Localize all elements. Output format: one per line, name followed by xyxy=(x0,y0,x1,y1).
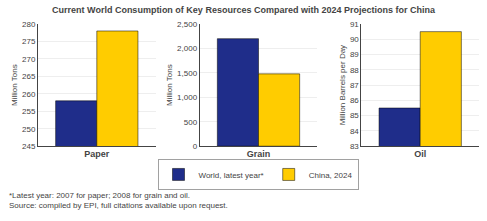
svg-text:265: 265 xyxy=(22,72,36,81)
svg-text:88: 88 xyxy=(350,66,359,75)
svg-text:2,500: 2,500 xyxy=(177,20,198,29)
svg-text:1,500: 1,500 xyxy=(177,69,198,78)
svg-text:87: 87 xyxy=(350,81,359,90)
svg-text:Oil: Oil xyxy=(414,149,426,159)
svg-text:90: 90 xyxy=(350,35,359,44)
svg-text:*Latest year: 2007 for paper;: *Latest year: 2007 for paper; 2008 for g… xyxy=(9,191,190,200)
svg-text:91: 91 xyxy=(350,20,359,29)
svg-text:84: 84 xyxy=(350,127,359,136)
svg-text:89: 89 xyxy=(350,50,359,59)
svg-text:Grain: Grain xyxy=(247,149,271,159)
svg-text:Million Barrels per Day: Million Barrels per Day xyxy=(338,45,347,125)
svg-text:86: 86 xyxy=(350,96,359,105)
svg-text:Paper: Paper xyxy=(84,149,110,159)
svg-text:245: 245 xyxy=(22,142,36,151)
svg-text:260: 260 xyxy=(22,90,36,99)
svg-text:83: 83 xyxy=(350,142,359,151)
svg-text:China, 2024: China, 2024 xyxy=(309,171,353,180)
svg-text:Source: compiled by EPI, full: Source: compiled by EPI, full citations … xyxy=(9,201,228,210)
svg-text:280: 280 xyxy=(22,20,36,29)
svg-text:255: 255 xyxy=(22,107,36,116)
svg-text:0: 0 xyxy=(193,142,198,151)
svg-text:Million Tons: Million Tons xyxy=(10,64,19,106)
svg-text:World, latest year*: World, latest year* xyxy=(199,171,264,180)
svg-text:1,000: 1,000 xyxy=(177,93,198,102)
svg-text:250: 250 xyxy=(22,125,36,134)
svg-text:2,000: 2,000 xyxy=(177,44,198,53)
svg-text:85: 85 xyxy=(350,111,359,120)
svg-text:275: 275 xyxy=(22,37,36,46)
svg-text:500: 500 xyxy=(184,118,198,127)
svg-text:270: 270 xyxy=(22,55,36,64)
svg-text:Current World Consumption of K: Current World Consumption of Key Resourc… xyxy=(52,5,436,15)
svg-text:Million Tons: Million Tons xyxy=(165,64,174,106)
